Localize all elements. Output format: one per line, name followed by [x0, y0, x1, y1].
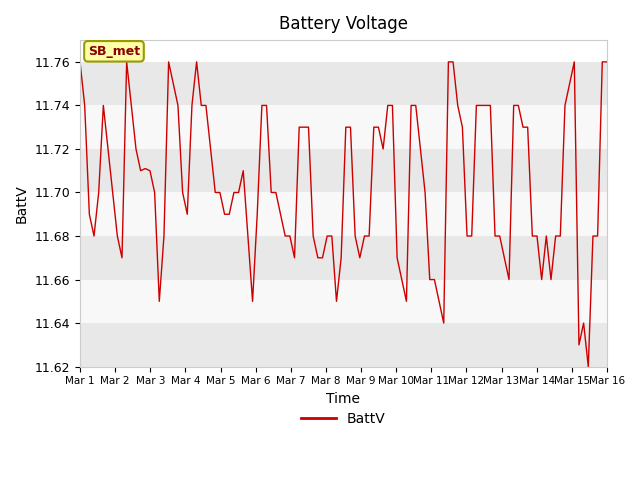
Text: SB_met: SB_met — [88, 45, 140, 58]
Bar — [80, 323, 607, 367]
Bar — [80, 106, 607, 149]
Title: Battery Voltage: Battery Voltage — [279, 15, 408, 33]
Y-axis label: BattV: BattV — [15, 184, 29, 223]
Bar — [80, 149, 607, 192]
X-axis label: Time: Time — [326, 392, 360, 406]
Legend: BattV: BattV — [296, 407, 391, 432]
Bar — [80, 236, 607, 279]
Bar — [80, 62, 607, 106]
Bar — [80, 192, 607, 236]
Bar — [80, 279, 607, 323]
